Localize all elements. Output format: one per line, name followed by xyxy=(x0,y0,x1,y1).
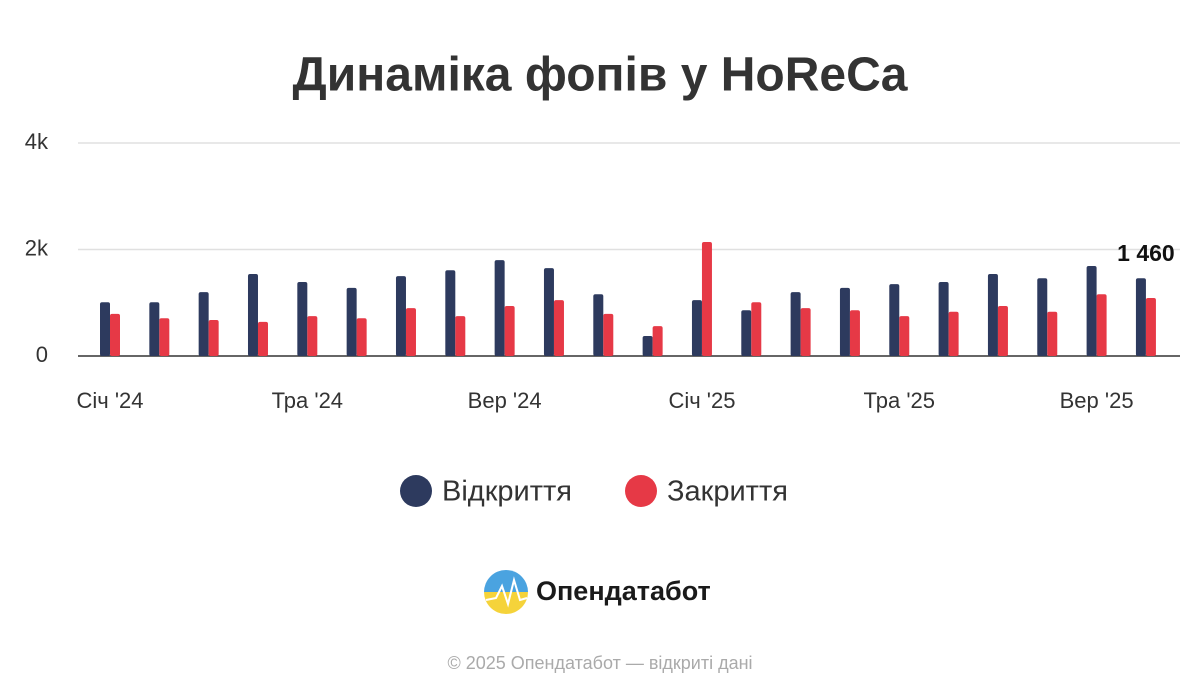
bar xyxy=(938,281,949,356)
x-tick-label: Вер '25 xyxy=(1060,388,1134,413)
bar xyxy=(356,318,367,356)
bar xyxy=(159,318,170,356)
bar xyxy=(247,273,258,356)
x-tick-label: Січ '25 xyxy=(668,388,735,413)
bar xyxy=(1145,297,1156,356)
bar xyxy=(208,320,219,356)
bar xyxy=(1135,278,1146,356)
bar xyxy=(691,300,702,356)
bar xyxy=(800,308,811,356)
bar xyxy=(553,300,564,356)
bar xyxy=(987,273,998,356)
bar xyxy=(494,260,505,356)
bar xyxy=(642,336,653,356)
bar xyxy=(100,302,110,356)
bar xyxy=(395,276,406,356)
bar xyxy=(790,292,801,356)
legend-marker xyxy=(400,475,432,507)
bar xyxy=(198,292,209,356)
logo-wave xyxy=(485,576,528,608)
bar xyxy=(701,242,712,356)
bar xyxy=(899,316,910,356)
bar xyxy=(603,313,614,356)
x-tick-label: Тра '25 xyxy=(864,388,935,413)
bar xyxy=(149,302,160,356)
bar xyxy=(652,326,663,356)
bar xyxy=(297,281,308,356)
bar xyxy=(405,308,416,356)
x-tick-label: Вер '24 xyxy=(468,388,542,413)
data-label: 1 460 xyxy=(1117,240,1175,266)
chart-title: Динаміка фопів у HoReCa xyxy=(293,49,908,102)
bar xyxy=(1086,266,1097,356)
bar xyxy=(110,313,120,356)
bar xyxy=(1047,311,1058,356)
bar xyxy=(543,268,554,356)
bar xyxy=(346,287,357,356)
bar xyxy=(849,310,860,356)
bar xyxy=(307,316,318,356)
bar xyxy=(889,284,900,356)
bar xyxy=(593,294,604,356)
logo-text: Опендатабот xyxy=(536,576,711,606)
x-tick-label: Січ '24 xyxy=(76,388,143,413)
bar xyxy=(504,305,515,356)
bar xyxy=(997,305,1008,356)
bar xyxy=(741,310,752,356)
logo-icon xyxy=(484,570,528,614)
bar xyxy=(1037,278,1048,356)
y-tick-label: 4k xyxy=(25,129,49,154)
legend-marker xyxy=(625,475,657,507)
bar xyxy=(948,311,959,356)
bar xyxy=(455,316,466,356)
bar xyxy=(751,302,762,356)
logo: Опендатабот xyxy=(484,570,711,614)
bar xyxy=(1096,294,1107,356)
y-tick-label: 0 xyxy=(36,342,48,367)
bar xyxy=(257,321,268,356)
y-tick-label: 2k xyxy=(25,235,49,260)
x-tick-label: Тра '24 xyxy=(272,388,343,413)
legend-label: Відкриття xyxy=(442,476,572,508)
legend-label: Закриття xyxy=(667,476,788,508)
bar xyxy=(839,287,850,356)
footer: © 2025 Опендатабот — відкриті дані xyxy=(447,653,752,673)
bar xyxy=(445,270,456,356)
